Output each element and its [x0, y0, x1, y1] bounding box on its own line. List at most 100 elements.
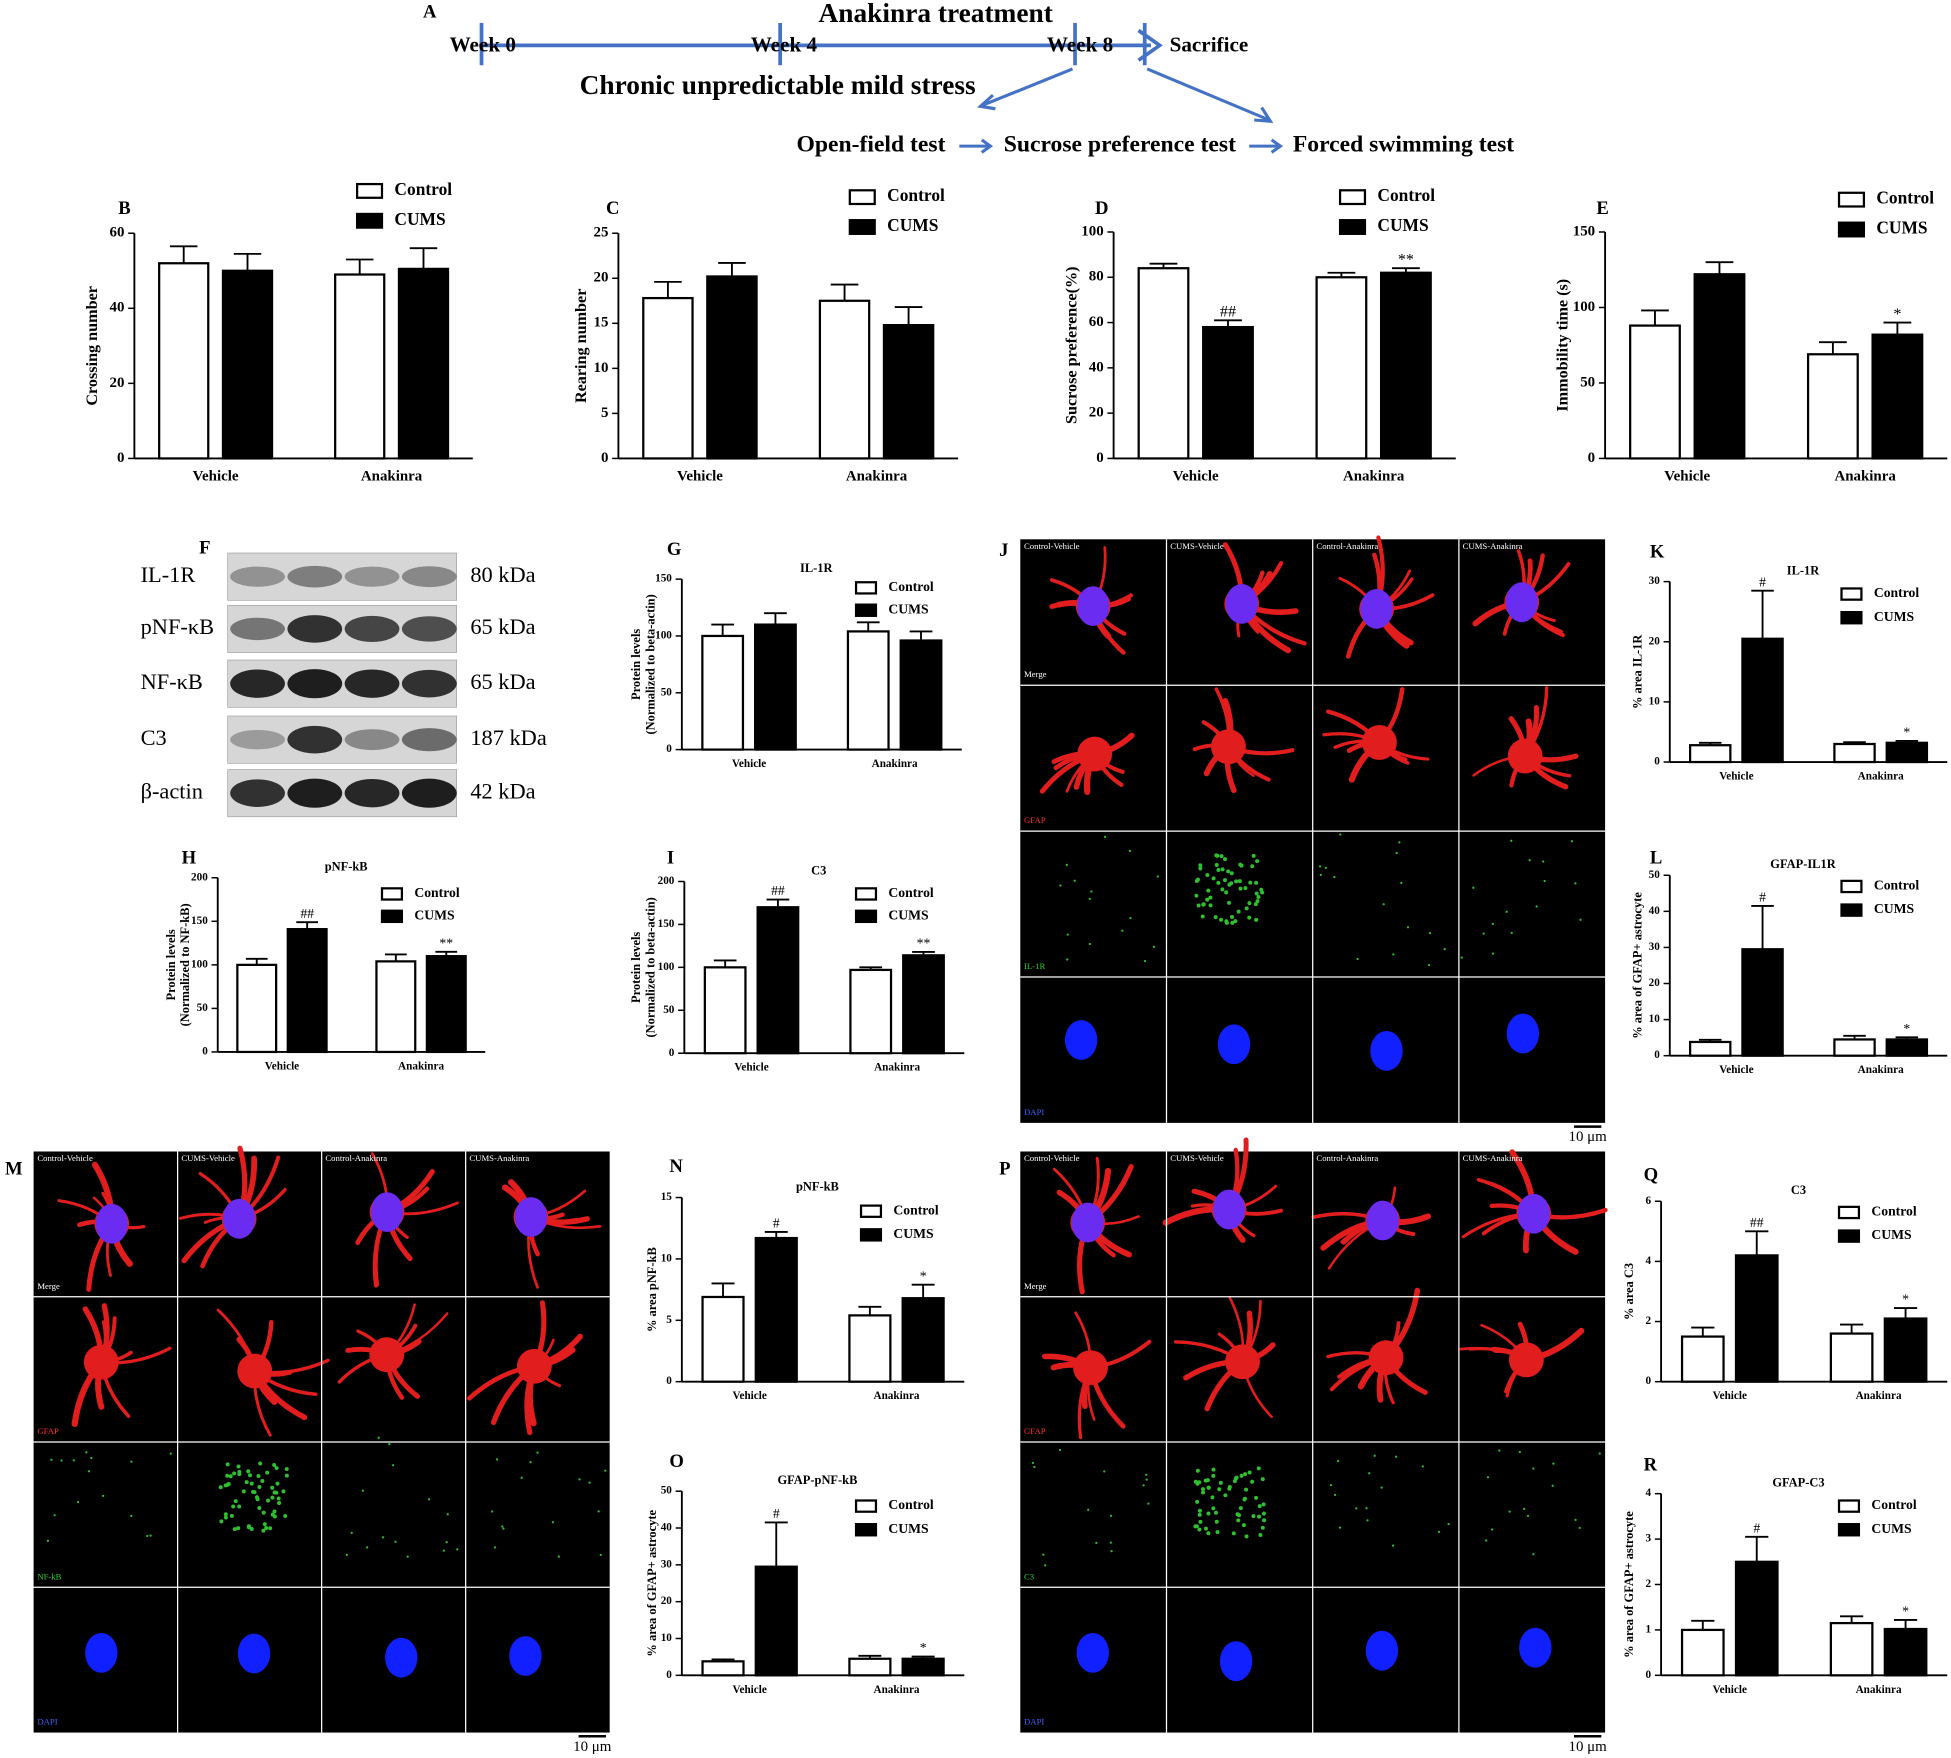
blot-band	[401, 778, 457, 808]
legend-swatch	[1840, 903, 1863, 917]
legend-swatch	[1338, 189, 1367, 206]
channel-label: DAPI	[1024, 1107, 1044, 1117]
stain-dot	[1066, 958, 1069, 961]
stain-dot	[102, 1494, 105, 1498]
stain-dot	[1195, 1481, 1200, 1486]
y-tick-label: 10	[594, 360, 609, 376]
treatment-label: Anakinra treatment	[819, 0, 1053, 28]
protein-label: pNF-κB	[141, 614, 214, 639]
chart: 0 10 20 30 40 50 % area of GFAP+ astrocyte Vehi…	[1631, 847, 1948, 1076]
protein-label: NF-κB	[141, 669, 203, 694]
legend-label: Control	[888, 579, 934, 594]
stain-dot	[493, 1546, 497, 1549]
astrocyte-body	[1508, 1342, 1544, 1378]
nucleus	[370, 1192, 404, 1233]
y-tick-label: 20	[1089, 405, 1104, 421]
chart-title: C3	[811, 863, 826, 877]
y-tick-label: 40	[1649, 905, 1661, 917]
legend-label: CUMS	[1377, 215, 1428, 235]
stain-dot	[1368, 1472, 1371, 1475]
column-label: CUMS-Anakinra	[469, 1153, 529, 1163]
stain-dot	[1485, 1539, 1488, 1542]
stain-dot	[1195, 1499, 1200, 1504]
stain-dot	[1523, 1507, 1526, 1510]
significance-label: #	[1753, 1520, 1760, 1535]
stain-dot	[1066, 933, 1069, 936]
legend-label: Control	[888, 1497, 934, 1512]
stain-dot	[1518, 1450, 1521, 1454]
y-tick-label: 50	[661, 1485, 673, 1497]
y-tick-label: 50	[197, 1002, 209, 1014]
stain-dot	[1498, 1449, 1501, 1452]
stain-dot	[1088, 942, 1091, 946]
stain-dot	[1223, 878, 1227, 883]
legend-label: CUMS	[1871, 1227, 1912, 1242]
column-label: Control-Vehicle	[1024, 1153, 1080, 1163]
nucleus	[1076, 1632, 1109, 1673]
western-blot: F IL-1R 80 kDa pNF-κB 65 kDa NF-κB 65 kDa C3 18…	[141, 538, 547, 818]
legend-swatch	[1338, 219, 1367, 235]
stain-dot	[1194, 893, 1199, 898]
legend-label: CUMS	[1874, 901, 1915, 916]
stain-dot	[1227, 1486, 1232, 1491]
bar	[221, 269, 274, 460]
bar	[1806, 353, 1859, 460]
stain-dot	[599, 1553, 602, 1557]
legend-swatch	[854, 1523, 878, 1537]
significance-label: ##	[771, 883, 785, 898]
stain-dot	[260, 1479, 265, 1484]
panel-label: M	[5, 1158, 23, 1179]
stain-dot	[236, 1526, 241, 1531]
stain-dot	[1109, 1541, 1112, 1544]
legend-label: Control	[1377, 185, 1435, 205]
stain-dot	[382, 1536, 385, 1539]
stain-dot	[1201, 1490, 1206, 1495]
stain-dot	[1033, 1465, 1036, 1469]
y-axis-label: Protein levels	[164, 929, 178, 1000]
channel-label: C3	[1024, 1571, 1034, 1581]
stain-dot	[1254, 917, 1259, 922]
legend-label: CUMS	[888, 601, 929, 616]
y-tick-label: 20	[1649, 635, 1661, 647]
chart-title: GFAP-pNF-kB	[777, 1473, 857, 1487]
stain-dot	[1216, 880, 1221, 885]
astrocyte-body	[369, 1337, 405, 1373]
significance-label: *	[1893, 306, 1901, 323]
stain-dot	[1227, 882, 1232, 887]
significance-label: **	[917, 936, 931, 951]
scale-bar-label: 10 μm	[1569, 1129, 1608, 1145]
y-tick-label: 0	[1646, 1669, 1652, 1681]
stain-dot	[1366, 1519, 1369, 1522]
y-tick-label: 50	[661, 686, 673, 698]
y-axis-label: % area of GFAP+ astrocyte	[1631, 892, 1645, 1039]
stain-dot	[350, 1531, 353, 1534]
y-tick-label: 40	[1089, 359, 1104, 375]
stain-dot	[1195, 1468, 1200, 1473]
stain-dot	[1257, 1504, 1262, 1509]
y-axis-label: % area pNF-kB	[645, 1247, 659, 1332]
size-label: 65 kDa	[470, 669, 535, 694]
bar	[1629, 324, 1681, 460]
y-tick-label: 10	[1649, 695, 1661, 707]
test-arrow	[1249, 138, 1284, 154]
y-tick-label: 4	[1646, 1255, 1652, 1267]
protein-label: β-actin	[141, 778, 203, 803]
stain-dot	[1211, 876, 1216, 881]
significance-label: *	[1903, 1021, 1910, 1036]
stain-dot	[1260, 1525, 1265, 1530]
stain-dot	[1258, 1532, 1263, 1537]
stain-dot	[251, 1489, 256, 1494]
y-axis-label: (Normalized to beta-actin)	[644, 897, 658, 1037]
y-tick-label: 40	[661, 1522, 673, 1534]
channel-label: NF-kB	[37, 1571, 61, 1581]
x-tick-label: Anakinra	[1856, 1684, 1902, 1696]
legend-swatch	[854, 581, 878, 595]
chart: 0 50 100 150 200 Protein levels (Normalized to…	[629, 847, 965, 1074]
chart: 0 20 40 60 Crossing number Vehicle Anakinra Con…	[84, 179, 473, 485]
stain-dot	[1421, 1465, 1424, 1468]
panel-label: I	[667, 847, 674, 868]
y-tick-label: 200	[658, 875, 675, 887]
x-tick-label: Vehicle	[1664, 469, 1710, 485]
stain-dot	[1570, 840, 1574, 843]
x-tick-label: Anakinra	[1343, 469, 1405, 485]
